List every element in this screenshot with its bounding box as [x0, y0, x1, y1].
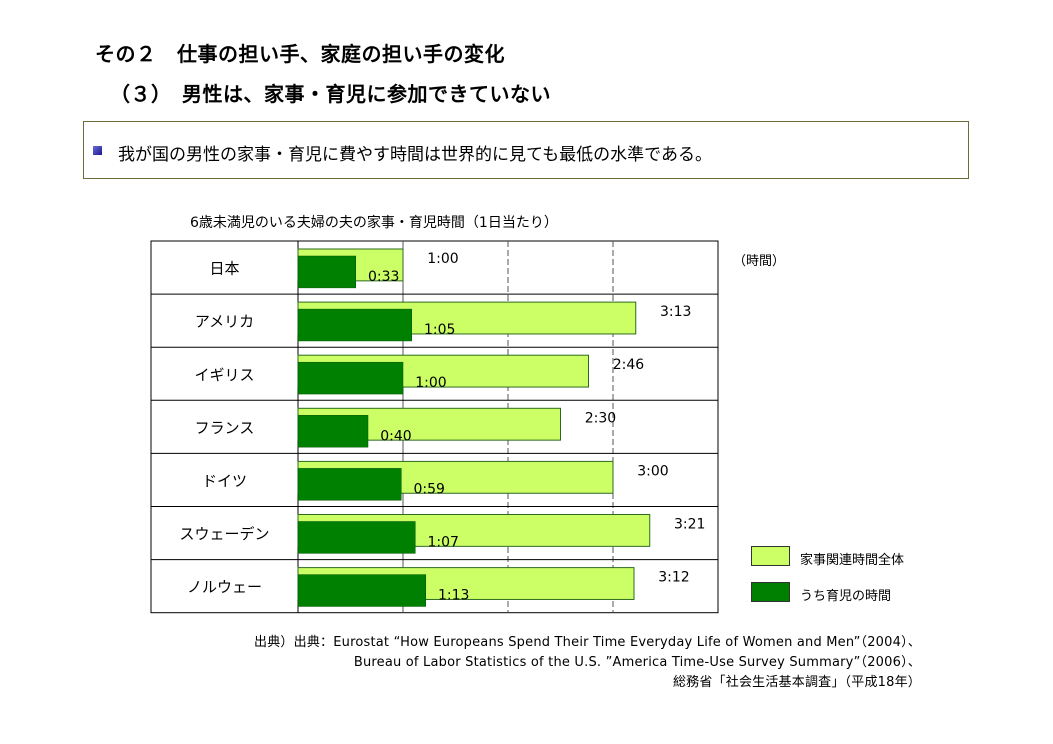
data-label-total: 1:00 — [427, 251, 458, 267]
category-label: フランス — [195, 419, 255, 437]
chart-unit-label: （時間） — [733, 254, 786, 269]
legend-label-total: 家事関連時間全体 — [800, 553, 905, 568]
summary-text: 我が国の男性の家事・育児に費やす時間は世界的に見ても最低の水準である。 — [118, 145, 712, 165]
source-line-1: 出典）出典：Eurostat “How Europeans Spend Thei… — [254, 635, 921, 650]
bar-childcare — [297, 574, 426, 607]
bar-childcare — [297, 521, 416, 554]
legend-swatch-total — [751, 546, 790, 566]
page-title: その２ 仕事の担い手、家庭の担い手の変化 — [95, 42, 505, 66]
data-label-childcare: 0:59 — [414, 481, 445, 497]
page-subtitle: （３） 男性は、家事・育児に参加できていない — [110, 82, 551, 106]
source-line-3: 総務省「社会生活基本調査」（平成18年） — [672, 675, 921, 690]
data-label-total: 2:46 — [613, 357, 645, 373]
data-label-total: 3:00 — [637, 463, 668, 479]
bar-childcare — [297, 255, 356, 289]
bullet-square-icon — [93, 146, 102, 155]
data-label-total: 3:12 — [658, 570, 689, 586]
legend-label-childcare: うち育児の時間 — [800, 589, 892, 604]
data-label-childcare: 1:05 — [424, 322, 455, 338]
category-label: 日本 — [209, 260, 239, 278]
legend-swatch-childcare — [751, 582, 790, 602]
data-label-childcare: 1:13 — [438, 588, 469, 604]
chart-title: 6歳未満児のいる夫婦の夫の家事・育児時間（1日当たり） — [190, 215, 558, 231]
bar-childcare — [297, 361, 404, 395]
data-label-childcare: 1:00 — [415, 375, 446, 391]
category-label: ドイツ — [202, 472, 247, 490]
data-label-total: 3:13 — [660, 304, 691, 320]
data-label-total: 2:30 — [585, 410, 616, 426]
category-label: スウェーデン — [179, 525, 269, 543]
bar-childcare — [297, 415, 369, 448]
source-line-2: Bureau of Labor Statistics of the U.S. ”… — [353, 655, 921, 670]
data-label-childcare: 0:33 — [368, 269, 399, 285]
summary-box: 我が国の男性の家事・育児に費やす時間は世界的に見ても最低の水準である。 — [83, 121, 969, 179]
category-label: アメリカ — [195, 313, 254, 331]
category-label: イギリス — [194, 366, 254, 384]
bar-childcare — [297, 308, 412, 342]
data-label-total: 3:21 — [674, 517, 705, 533]
bar-childcare — [297, 468, 402, 501]
data-label-childcare: 1:07 — [428, 535, 459, 551]
category-label: ノルウェー — [187, 578, 262, 596]
data-label-childcare: 0:40 — [380, 428, 411, 444]
